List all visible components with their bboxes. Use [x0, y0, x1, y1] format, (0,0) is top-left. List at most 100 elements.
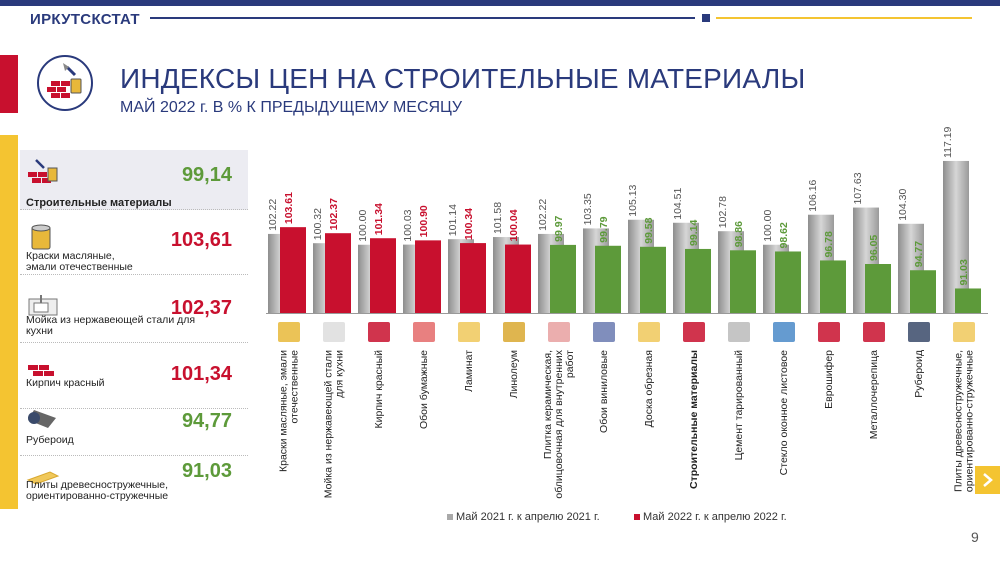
summary-label: Плиты древесностружечные, ориентированно… [26, 479, 169, 502]
bar-2022 [595, 245, 621, 313]
data-label-2021: 101.14 [447, 204, 459, 236]
data-label-2021: 107.63 [852, 172, 864, 204]
data-label-2022: 91.03 [958, 259, 970, 285]
category-label: Стекло оконное листовое [778, 350, 790, 475]
summary-label: Рубероид [26, 434, 74, 446]
laminate-icon [458, 322, 480, 342]
category-label: Ламинат [463, 350, 475, 392]
legend-label-2022: Май 2022 г. к апрелю 2022 г. [643, 511, 787, 523]
summary-item: Рубероид 94,77 [20, 396, 248, 456]
roofing-roll-icon [28, 410, 56, 428]
page-title: ИНДЕКСЫ ЦЕН НА СТРОИТЕЛЬНЫЕ МАТЕРИАЛЫ [120, 63, 806, 94]
category-label: Мойка из нержавеющей стали [323, 350, 335, 498]
page-subtitle: МАЙ 2022 г. В % К ПРЕДЫДУЩЕМУ МЕСЯЦУ [120, 99, 463, 116]
bar-2022 [955, 288, 981, 313]
data-label-2021: 104.51 [672, 187, 684, 219]
next-slide-button[interactable] [975, 466, 1000, 494]
category-label: Краски масляные, эмали [278, 350, 290, 472]
data-label-2021: 100.32 [312, 208, 324, 240]
data-label-2022: 100.04 [508, 209, 520, 241]
summary-label: Краски масляные, эмали отечественные [26, 250, 133, 273]
data-label-2022: 99.14 [688, 220, 700, 246]
bricks-paint-logo-icon [37, 55, 93, 111]
bar-2022 [415, 240, 441, 313]
data-label-2022: 101.34 [373, 203, 385, 235]
data-label-2022: 102.37 [328, 198, 340, 230]
category-label: Доска обрезная [643, 350, 655, 427]
category-label: для кухни [334, 350, 346, 398]
window-glass-icon [773, 322, 795, 342]
slate-icon [818, 322, 840, 342]
summary-value: 103,61 [170, 229, 232, 251]
legend-swatch-2022 [634, 514, 640, 520]
data-label-2021: 105.13 [627, 184, 639, 216]
chevron-right-icon [983, 473, 993, 487]
category-label: Плитка керамическая, [542, 350, 554, 459]
summary-item: Кирпич красный 101,34 [20, 349, 248, 409]
brand-name: ИРКУТСКСТАТ [30, 11, 140, 28]
cement-icon [728, 322, 750, 342]
bar-2022 [505, 244, 531, 313]
bar-2022 [280, 227, 306, 313]
bricks-paint-icon [28, 159, 58, 183]
summary-value: 91,03 [181, 460, 232, 482]
summary-value: 101,34 [170, 363, 232, 385]
category-label: Рубероид [913, 350, 925, 398]
data-label-2022: 100.90 [418, 205, 430, 237]
summary-label: Кирпич красный [26, 377, 105, 389]
plank-icon [638, 322, 660, 342]
bar-2022 [820, 260, 846, 313]
summary-item: Строительные материалы 99,14 [20, 150, 248, 210]
summary-value: 94,77 [181, 410, 232, 432]
vinyl-wallpaper-icon [593, 322, 615, 342]
summary-value: 102,37 [170, 297, 232, 319]
category-label: Обои виниловые [598, 350, 610, 433]
category-label: Металлочерепица [868, 350, 880, 439]
sink-icon [323, 322, 345, 342]
category-label: Еврошифер [823, 350, 835, 409]
summary-item: Краски масляные, эмали отечественные 103… [20, 215, 248, 275]
top-bar [0, 0, 1000, 6]
board-icon [953, 322, 975, 342]
bricks-paint-icon [683, 322, 705, 342]
board-icon [26, 471, 60, 485]
accent-yellow-strip [0, 135, 18, 509]
bar-2022 [910, 270, 936, 313]
data-label-2022: 94.77 [913, 241, 925, 267]
bar-2021 [943, 160, 969, 313]
linoleum-icon [503, 322, 525, 342]
paint-can-icon [31, 224, 51, 250]
data-label-2021: 106.16 [807, 179, 819, 211]
data-label-2022: 98.86 [733, 221, 745, 247]
data-label-2021: 100.03 [402, 209, 414, 241]
tile-icon [548, 322, 570, 342]
summary-item: Мойка из нержавеющей стали для кухни 102… [20, 283, 248, 343]
paint-can-icon [278, 322, 300, 342]
brick-icon [368, 322, 390, 342]
data-label-2022: 98.62 [778, 222, 790, 248]
summary-item: Плиты древесностружечные, ориентированно… [20, 458, 248, 510]
accent-red-strip [0, 55, 18, 113]
page-number: 9 [971, 529, 979, 545]
header-divider-blue [150, 17, 695, 19]
bar-2022 [865, 264, 891, 313]
bar-2022 [370, 238, 396, 313]
header-divider-gold [716, 17, 972, 19]
data-label-2021: 103.35 [582, 193, 594, 225]
bar-2022 [730, 250, 756, 313]
category-label: облицовочная для внутренних [553, 349, 565, 498]
data-label-2022: 96.78 [823, 231, 835, 257]
data-label-2021: 102.22 [537, 199, 549, 231]
legend-swatch-2021 [447, 514, 453, 520]
header-divider-square [702, 14, 710, 22]
data-label-2022: 99.58 [643, 217, 655, 243]
roofing-roll-icon [908, 322, 930, 342]
sink-icon [28, 295, 58, 316]
category-label: Кирпич красный [373, 350, 385, 429]
category-label: Строительные материалы [688, 350, 700, 489]
category-label: Плиты древесностружечные, [953, 350, 965, 492]
data-label-2021: 101.58 [492, 202, 504, 234]
category-label: отечественные [289, 350, 301, 424]
bar-2022 [550, 244, 576, 313]
data-label-2022: 96.05 [868, 235, 880, 261]
